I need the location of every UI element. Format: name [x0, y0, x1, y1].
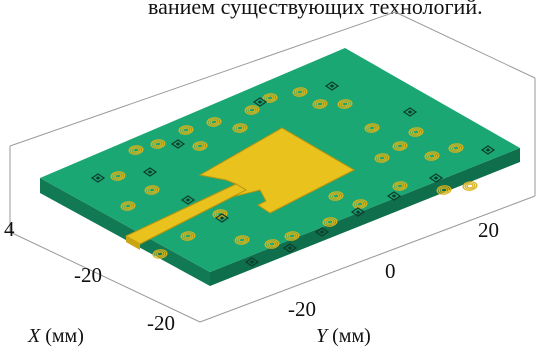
via-element — [480, 145, 496, 155]
via-element — [252, 97, 268, 107]
spiral-element — [392, 181, 408, 191]
spiral-element — [244, 105, 260, 115]
spiral-element — [284, 231, 300, 241]
y-tick-label: -20 — [288, 297, 316, 321]
spiral-element — [424, 151, 440, 161]
spiral-element — [234, 235, 250, 245]
x-tick-label: -20 — [147, 311, 175, 335]
spiral-element — [462, 181, 478, 191]
via-element — [402, 107, 418, 117]
substrate-edge-front — [40, 178, 210, 286]
via-element — [324, 81, 340, 91]
via-element — [386, 191, 402, 201]
via-element — [282, 243, 298, 253]
spiral-element — [312, 99, 328, 109]
via-elements — [90, 81, 496, 267]
plot-box — [9, 11, 536, 323]
via-element — [428, 173, 444, 183]
spiral-element — [152, 249, 168, 259]
via-element — [180, 195, 196, 205]
via-element — [170, 139, 186, 149]
y-axis-unit: (мм) — [327, 325, 371, 347]
spiral-element — [337, 99, 353, 109]
x-tick-label: -20 — [74, 263, 102, 287]
spiral-element — [352, 199, 368, 209]
spiral-element — [364, 123, 380, 133]
y-axis-label: Y (мм) — [316, 325, 371, 347]
spiral-element — [232, 123, 248, 133]
spiral-element — [178, 125, 194, 135]
x-axis-label: X (мм) — [27, 325, 84, 347]
spiral-element — [448, 143, 464, 153]
z-tick-label: 4 — [4, 217, 15, 241]
spiral-element — [192, 141, 208, 151]
feedline-end — [126, 236, 140, 250]
patch-antenna — [124, 127, 356, 250]
spiral-element — [374, 153, 390, 163]
via-element — [90, 173, 106, 183]
spiral-element — [322, 217, 338, 227]
spiral-element — [180, 231, 196, 241]
y-tick-label: 0 — [385, 259, 396, 283]
via-element — [350, 207, 366, 217]
spiral-element — [292, 87, 308, 97]
spiral-element — [128, 145, 144, 155]
via-element — [244, 257, 260, 267]
spiral-element — [408, 127, 424, 137]
spiral-element — [144, 185, 160, 195]
via-element — [214, 213, 230, 223]
caption-fragment: ванием существующих технологий. — [148, 0, 483, 19]
via-element — [142, 167, 158, 177]
feedline — [124, 183, 248, 245]
spiral-element — [120, 201, 136, 211]
y-tick-label: 20 — [478, 218, 499, 242]
spiral-element — [262, 93, 278, 103]
substrate-edge-right — [210, 148, 520, 286]
spiral-element — [392, 141, 408, 151]
spiral-element — [110, 171, 126, 181]
via-element — [314, 227, 330, 237]
spiral-element — [328, 191, 344, 201]
x-axis-unit: (мм) — [40, 325, 84, 347]
x-axis-var: X — [27, 325, 41, 347]
spiral-elements — [110, 87, 478, 259]
spiral-element — [436, 185, 452, 195]
y-axis-var: Y — [316, 325, 329, 347]
spiral-element — [206, 117, 222, 127]
spiral-element — [150, 139, 166, 149]
spiral-element — [264, 239, 280, 249]
